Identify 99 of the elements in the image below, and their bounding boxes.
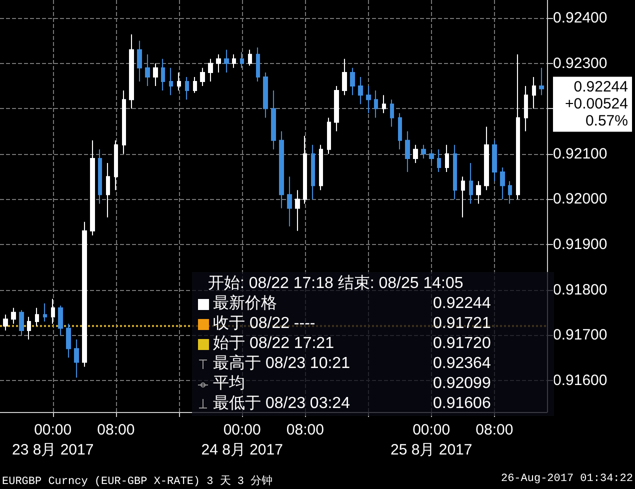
- candlestick: [516, 54, 520, 200]
- y-tick-label: 0.91700: [553, 326, 608, 344]
- candlestick: [350, 67, 355, 96]
- y-tick-label: 0.91800: [553, 281, 608, 298]
- candlestick: [3, 314, 8, 332]
- annotation: 0.91606: [433, 394, 491, 414]
- x-tick-label: 08:00: [97, 422, 135, 438]
- candlestick: [539, 67, 544, 96]
- candlestick: [429, 148, 434, 164]
- candlestick: [453, 144, 457, 200]
- candlestick: [200, 67, 205, 87]
- candlestick: [208, 58, 213, 82]
- annotation: 0.92244 +0.00524 0.57%: [565, 78, 628, 130]
- candlestick: [295, 190, 300, 232]
- annotation: 始于 08/22 17:21: [213, 334, 335, 354]
- candlestick: [161, 58, 165, 92]
- candlestick: [287, 176, 292, 227]
- candlestick: [58, 305, 63, 336]
- candlestick: [114, 140, 118, 191]
- candlestick: [35, 307, 39, 326]
- candlestick: [122, 90, 126, 154]
- candlestick: [469, 162, 473, 204]
- candlestick: [500, 167, 505, 200]
- y-tick-label: 0.92400: [553, 10, 608, 27]
- candlestick: [43, 302, 47, 322]
- candlestick: [129, 34, 134, 110]
- candlestick: [248, 49, 252, 66]
- candlestick: [421, 144, 426, 159]
- candlestick: [374, 90, 378, 118]
- annotation: 最高于 08/23 10:21: [213, 354, 351, 374]
- text: 26-Aug-2017 01:34:22: [500, 473, 633, 487]
- y-tick-label: 0.91600: [553, 372, 608, 389]
- annotation: 0.92364: [433, 354, 491, 374]
- candlestick: [358, 76, 363, 105]
- annotation: 最新价格: [213, 294, 278, 314]
- candlestick: [106, 162, 110, 218]
- candlestick: [484, 126, 489, 191]
- x-tick-label: 08:00: [286, 422, 324, 438]
- candlestick: [137, 40, 142, 82]
- y-tick-label: 0.92100: [553, 145, 608, 162]
- candlestick: [461, 176, 465, 218]
- annotation: 0.92244: [433, 294, 491, 314]
- candlestick: [240, 52, 244, 68]
- candlestick: [405, 130, 410, 173]
- annotation: 0.91720: [433, 334, 491, 354]
- candlestick: [311, 144, 315, 200]
- annotation: 0.92099: [433, 374, 491, 394]
- candlestick: [271, 90, 276, 150]
- candlestick: [256, 47, 260, 82]
- candlestick: [437, 148, 441, 173]
- candlestick: [169, 67, 173, 96]
- candlestick: [532, 76, 536, 110]
- candlestick: [153, 62, 158, 87]
- annotation: 收于 08/22 ----: [213, 314, 316, 334]
- candlestick: [224, 49, 229, 73]
- candlestick: [476, 180, 481, 204]
- candlestick: [232, 54, 236, 68]
- candlestick: [11, 307, 16, 324]
- candlestick: [492, 140, 497, 182]
- candlestick: [98, 148, 102, 204]
- candlestick: [74, 339, 79, 378]
- candlestick: [508, 180, 512, 204]
- y-tick-label: 0.91900: [553, 236, 608, 253]
- annotation: 开始: 08/22 17:18 结束: 08/25 14:05: [207, 274, 464, 294]
- candlestick: [390, 99, 394, 128]
- candlestick: [82, 221, 87, 368]
- candlestick: [382, 94, 386, 114]
- annotation: 平均: [213, 374, 246, 394]
- x-tick-label: 00:00 23 8月 2017: [12, 422, 94, 458]
- candlestick: [342, 58, 347, 96]
- y-tick-label: 0.92300: [553, 54, 608, 72]
- candlestick: [334, 86, 339, 132]
- candlestick: [398, 112, 402, 150]
- x-tick-label: 00:00 25 8月 2017: [390, 422, 472, 458]
- candlestick: [193, 76, 197, 94]
- candlestick: [303, 135, 307, 204]
- candlestick: [185, 76, 189, 100]
- candlestick: [177, 72, 181, 92]
- candlestick: [366, 86, 371, 114]
- candlestick: [279, 130, 284, 209]
- candlestick: [90, 140, 95, 236]
- candlestick: [327, 117, 331, 154]
- candlestick: [66, 323, 71, 358]
- x-tick-label: 08:00: [476, 422, 514, 438]
- text: EURGBP Curncy (EUR-GBP X-RATE) 3 天 3 分钟: [2, 474, 273, 488]
- candlestick: [445, 144, 449, 173]
- annotation: 0.91721: [433, 314, 491, 334]
- y-tick-label: 0.92000: [553, 190, 608, 208]
- annotation: 最低于 08/23 03:24: [213, 394, 351, 414]
- candlestick: [413, 144, 418, 164]
- candlestick: [51, 298, 55, 324]
- candlestick: [524, 86, 528, 132]
- x-tick-label: 00:00 24 8月 2017: [201, 422, 283, 458]
- candlestick: [19, 310, 24, 336]
- candlestick: [216, 54, 221, 73]
- candlestick: [27, 316, 31, 340]
- candlestick: [263, 72, 268, 118]
- candlestick: [319, 144, 323, 191]
- candlestick: [145, 54, 150, 87]
